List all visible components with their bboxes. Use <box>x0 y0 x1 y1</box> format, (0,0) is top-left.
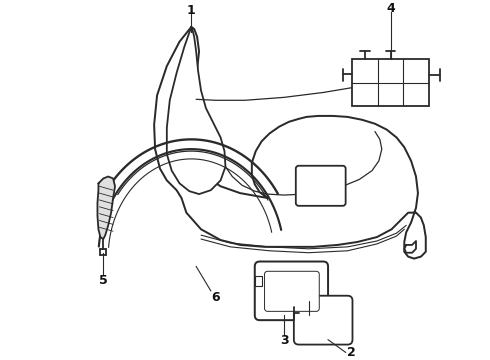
Text: 3: 3 <box>280 334 289 347</box>
FancyBboxPatch shape <box>296 166 345 206</box>
Text: 6: 6 <box>211 291 220 304</box>
FancyBboxPatch shape <box>265 271 319 311</box>
Polygon shape <box>167 27 225 194</box>
FancyBboxPatch shape <box>255 261 328 320</box>
FancyBboxPatch shape <box>352 59 429 106</box>
Text: 4: 4 <box>386 2 395 15</box>
Polygon shape <box>154 27 426 258</box>
FancyBboxPatch shape <box>294 296 352 345</box>
Polygon shape <box>98 176 115 239</box>
Text: 1: 1 <box>187 4 196 17</box>
Text: 5: 5 <box>99 274 108 287</box>
Text: 2: 2 <box>347 346 356 359</box>
